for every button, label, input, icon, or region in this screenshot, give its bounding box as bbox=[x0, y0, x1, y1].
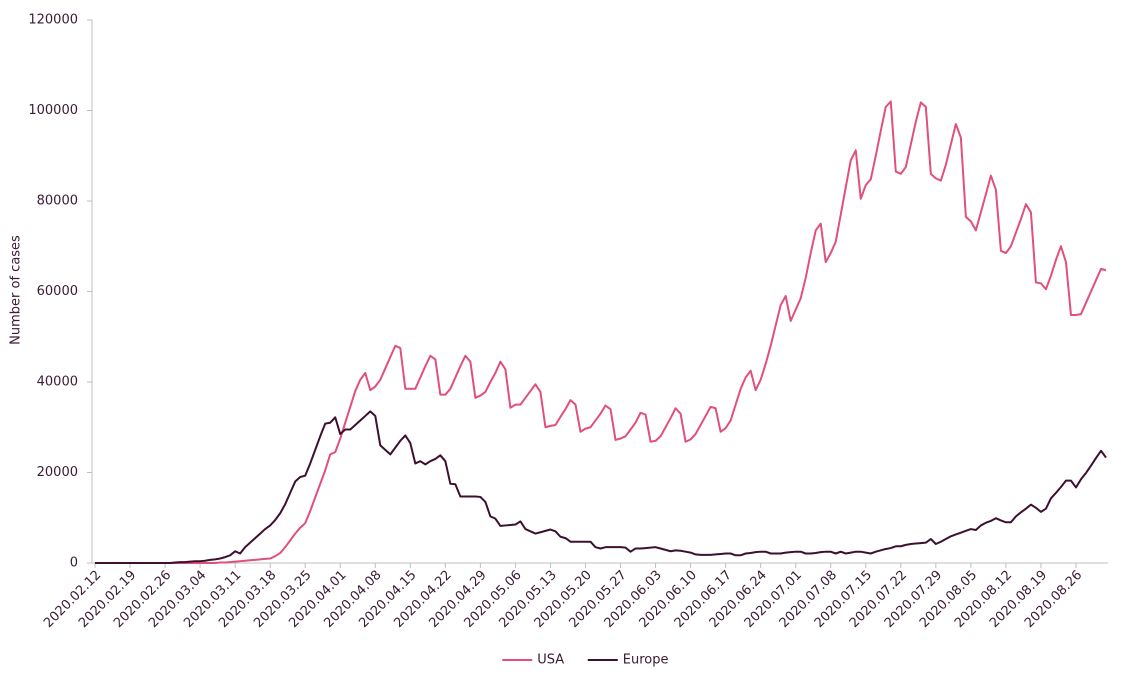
legend-label: Europe bbox=[623, 653, 669, 668]
series-line bbox=[95, 410, 1107, 564]
y-tick-label: 0 bbox=[70, 556, 78, 571]
y-axis-label: Number of cases bbox=[9, 235, 24, 345]
y-tick-label: 100000 bbox=[28, 103, 78, 118]
legend-label: USA bbox=[537, 653, 564, 668]
y-tick-label: 120000 bbox=[28, 13, 78, 28]
y-tick-label: 20000 bbox=[37, 465, 78, 480]
y-tick-label: 80000 bbox=[37, 194, 78, 209]
series-line bbox=[95, 100, 1107, 564]
y-tick-label: 60000 bbox=[37, 284, 78, 299]
y-tick-label: 40000 bbox=[37, 375, 78, 390]
